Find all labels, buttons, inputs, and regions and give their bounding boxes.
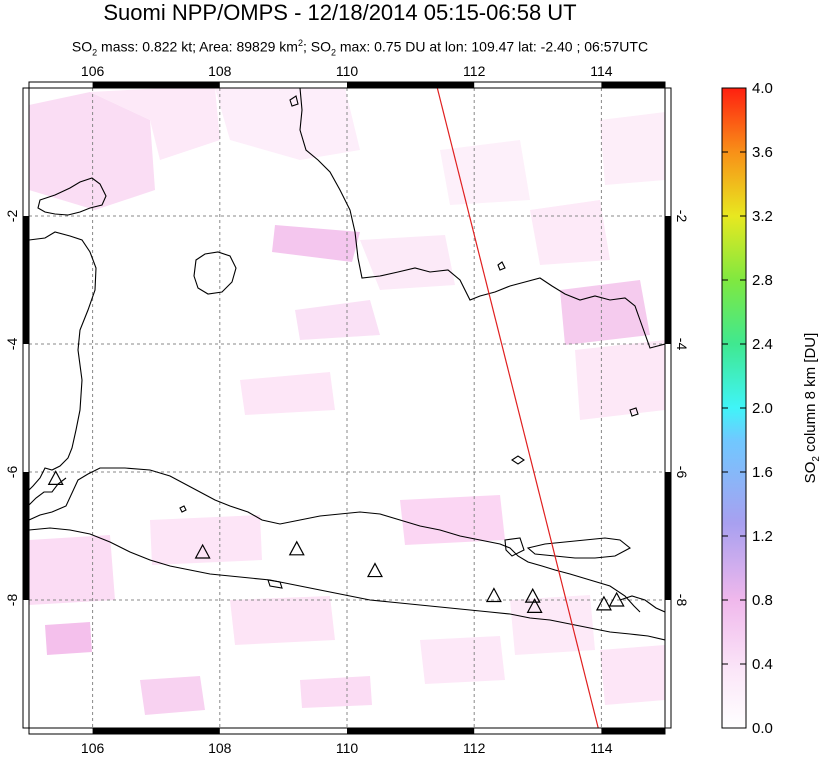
lon-tick-label-top: 110 [336,63,359,79]
volcano-icon [47,470,64,485]
subtitle-sub-1: 2 [92,47,98,58]
frame-bar-bottom [347,728,475,734]
frame-bar-left [23,216,29,344]
colorbar-tick-label: 1.6 [752,464,773,481]
frame-bar-top [92,82,220,88]
frame-bar-top [601,82,665,88]
frame-left-outline [22,87,30,729]
frame-bar-top [347,82,475,88]
frame-bar-bottom [92,728,220,734]
lon-tick-label-bottom: 112 [463,740,486,756]
colorbar-ticks: 0.0 0.4 0.8 1.2 1.6 2.0 2.4 2.8 3.2 3.6 4.0 [722,80,773,737]
colorbar-tick-label: 3.2 [752,208,773,225]
lon-tick-label-top: 106 [81,63,105,79]
volcano-icon [194,543,211,559]
so2-pixels [29,88,665,715]
frame-bar-right [665,216,671,344]
volcano-icon [485,587,502,603]
map-subtitle: SO2 mass: 0.822 kt; Area: 89829 km2; SO2… [10,34,710,61]
colorbar-tick-label: 4.0 [752,80,773,97]
volcano-icon [288,540,305,556]
lon-tick-label-top: 112 [463,63,486,79]
volcano-icon [608,591,625,607]
volcano-icon [526,598,543,614]
colorbar-tick-label: 2.0 [752,400,773,417]
lat-tick-label-right: -8 [674,594,690,607]
frame-scale-bars [22,81,672,735]
volcano-icon [366,562,383,578]
frame-top-outline [28,81,666,89]
lon-tick-label-bottom: 108 [208,740,232,756]
subtitle-part-4: max: 0.75 DU at lon: 109.47 lat: -2.40 ;… [336,38,649,55]
lat-tick-label-left: -8 [4,594,20,607]
lon-tick-label-top: 108 [208,63,232,79]
subtitle-sup: 2 [297,38,303,48]
lat-tick-label-right: -2 [674,210,690,223]
orbit-track [436,88,599,728]
volcano-icon [595,595,612,611]
lat-tick-label-left: -2 [4,210,20,223]
volcano-markers [47,470,625,614]
axis-tick-labels: 106 106 108 108 110 110 112 112 114 114 -2 -2 -4 -4 -6… [4,63,690,756]
frame-bottom-outline [28,727,666,735]
frame-bar-bottom [601,728,665,734]
colorbar-tick-label: 2.8 [752,272,773,289]
colorbar-tick-label: 2.4 [752,336,773,353]
lon-tick-label-bottom: 114 [590,740,613,756]
frame-bar-left [23,472,29,600]
lon-tick-label-bottom: 106 [81,740,105,756]
subtitle-sub-2: 2 [330,47,336,58]
map-title: Suomi NPP/OMPS - 12/18/2014 05:15-06:58 … [103,0,577,25]
colorbar-tick-label: 0.4 [752,656,773,673]
colorbar-tick-label: 3.6 [752,144,773,161]
subtitle-part-3: ; SO [302,38,331,55]
colorbar-label: SO2 column 8 km [DU] [802,333,822,484]
subtitle-part-2: mass: 0.822 kt; Area: 89829 km [97,38,298,55]
colorbar-tick-label: 0.0 [752,720,773,737]
lat-tick-label-left: -4 [4,338,20,351]
lat-tick-label-right: -6 [674,466,690,479]
frame-right-outline [664,87,672,729]
coastlines [29,88,665,641]
lat-tick-label-left: -6 [4,466,20,479]
colorbar-tick-label: 1.2 [752,528,773,545]
lat-tick-label-right: -4 [674,338,690,351]
lon-tick-label-bottom: 110 [336,740,359,756]
frame-bar-right [665,472,671,600]
subtitle-part-1: SO [71,38,93,55]
lon-tick-label-top: 114 [590,63,613,79]
colorbar-tick-label: 0.8 [752,592,773,609]
graticule [29,88,665,728]
